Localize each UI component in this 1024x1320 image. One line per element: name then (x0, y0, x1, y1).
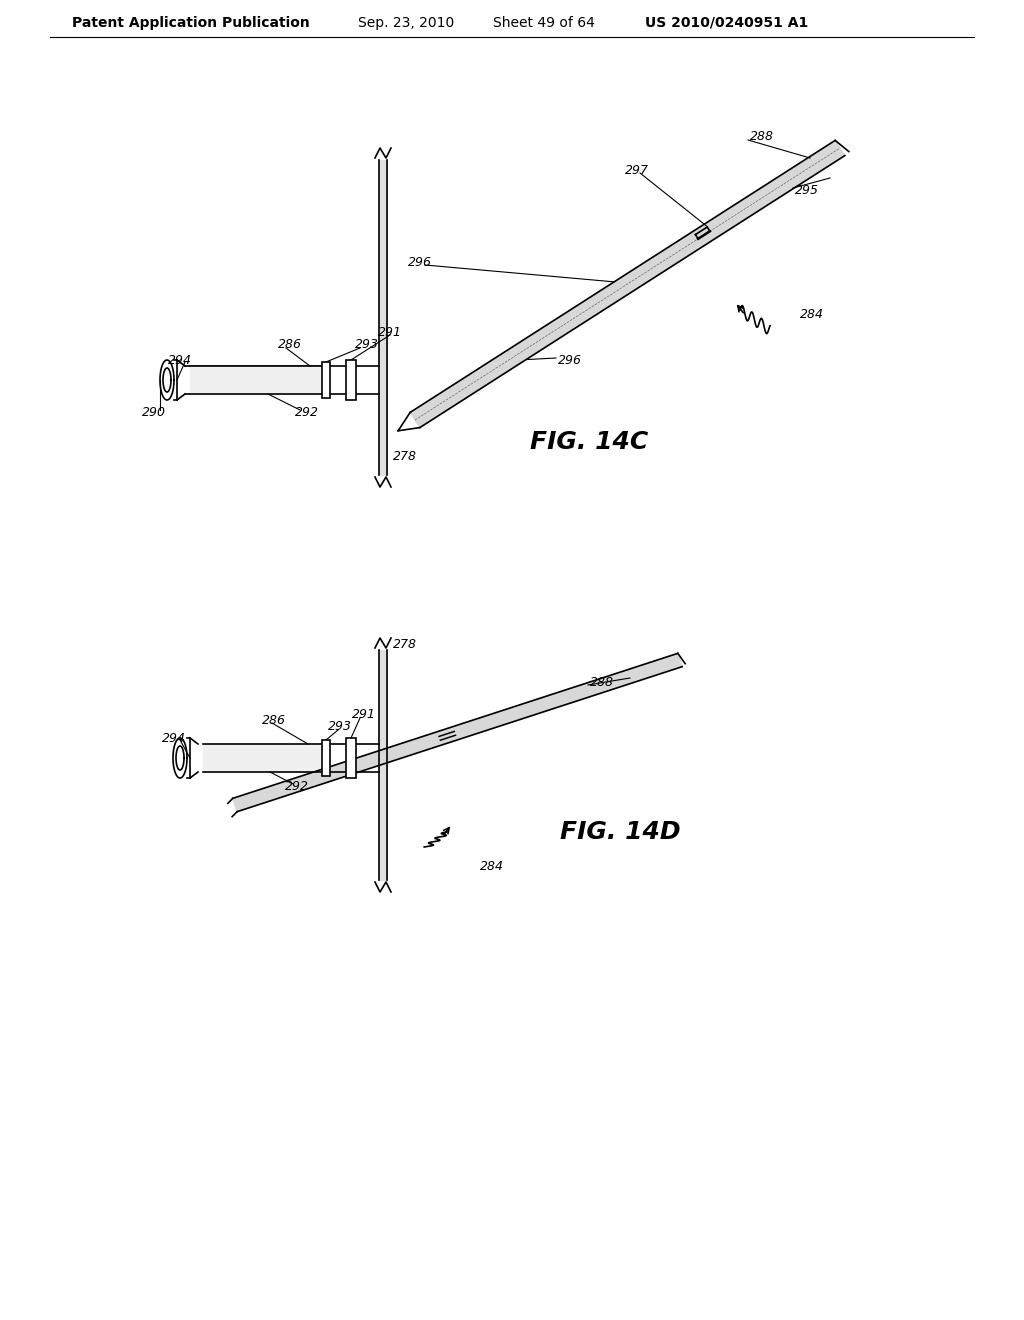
Text: 292: 292 (285, 780, 309, 793)
Polygon shape (232, 653, 682, 812)
Text: 297: 297 (625, 164, 649, 177)
Text: Sep. 23, 2010: Sep. 23, 2010 (358, 16, 455, 30)
Text: 288: 288 (750, 131, 774, 144)
Text: Sheet 49 of 64: Sheet 49 of 64 (493, 16, 595, 30)
Polygon shape (379, 160, 387, 475)
Text: 294: 294 (168, 354, 193, 367)
Text: US 2010/0240951 A1: US 2010/0240951 A1 (645, 16, 808, 30)
Polygon shape (203, 744, 327, 772)
Polygon shape (190, 366, 322, 393)
Text: 290: 290 (142, 405, 166, 418)
Text: Patent Application Publication: Patent Application Publication (72, 16, 309, 30)
Text: 278: 278 (393, 639, 417, 652)
Text: 284: 284 (480, 859, 504, 873)
Text: 278: 278 (393, 450, 417, 463)
Text: FIG. 14C: FIG. 14C (530, 430, 648, 454)
Text: 293: 293 (355, 338, 379, 351)
FancyBboxPatch shape (322, 362, 330, 399)
Text: 294: 294 (162, 731, 186, 744)
Text: 288: 288 (590, 676, 614, 689)
Text: 292: 292 (295, 407, 319, 420)
FancyBboxPatch shape (346, 738, 356, 777)
Text: 291: 291 (352, 709, 376, 722)
Text: FIG. 14D: FIG. 14D (560, 820, 681, 843)
Text: 296: 296 (408, 256, 432, 268)
Text: 286: 286 (262, 714, 286, 726)
FancyBboxPatch shape (346, 360, 356, 400)
Text: 295: 295 (795, 183, 819, 197)
Text: 286: 286 (278, 338, 302, 351)
Text: 293: 293 (328, 721, 352, 734)
Text: 291: 291 (378, 326, 402, 338)
Text: 296: 296 (558, 354, 582, 367)
Text: 284: 284 (800, 308, 824, 321)
FancyBboxPatch shape (322, 741, 330, 776)
Polygon shape (379, 649, 387, 880)
Polygon shape (411, 140, 845, 428)
